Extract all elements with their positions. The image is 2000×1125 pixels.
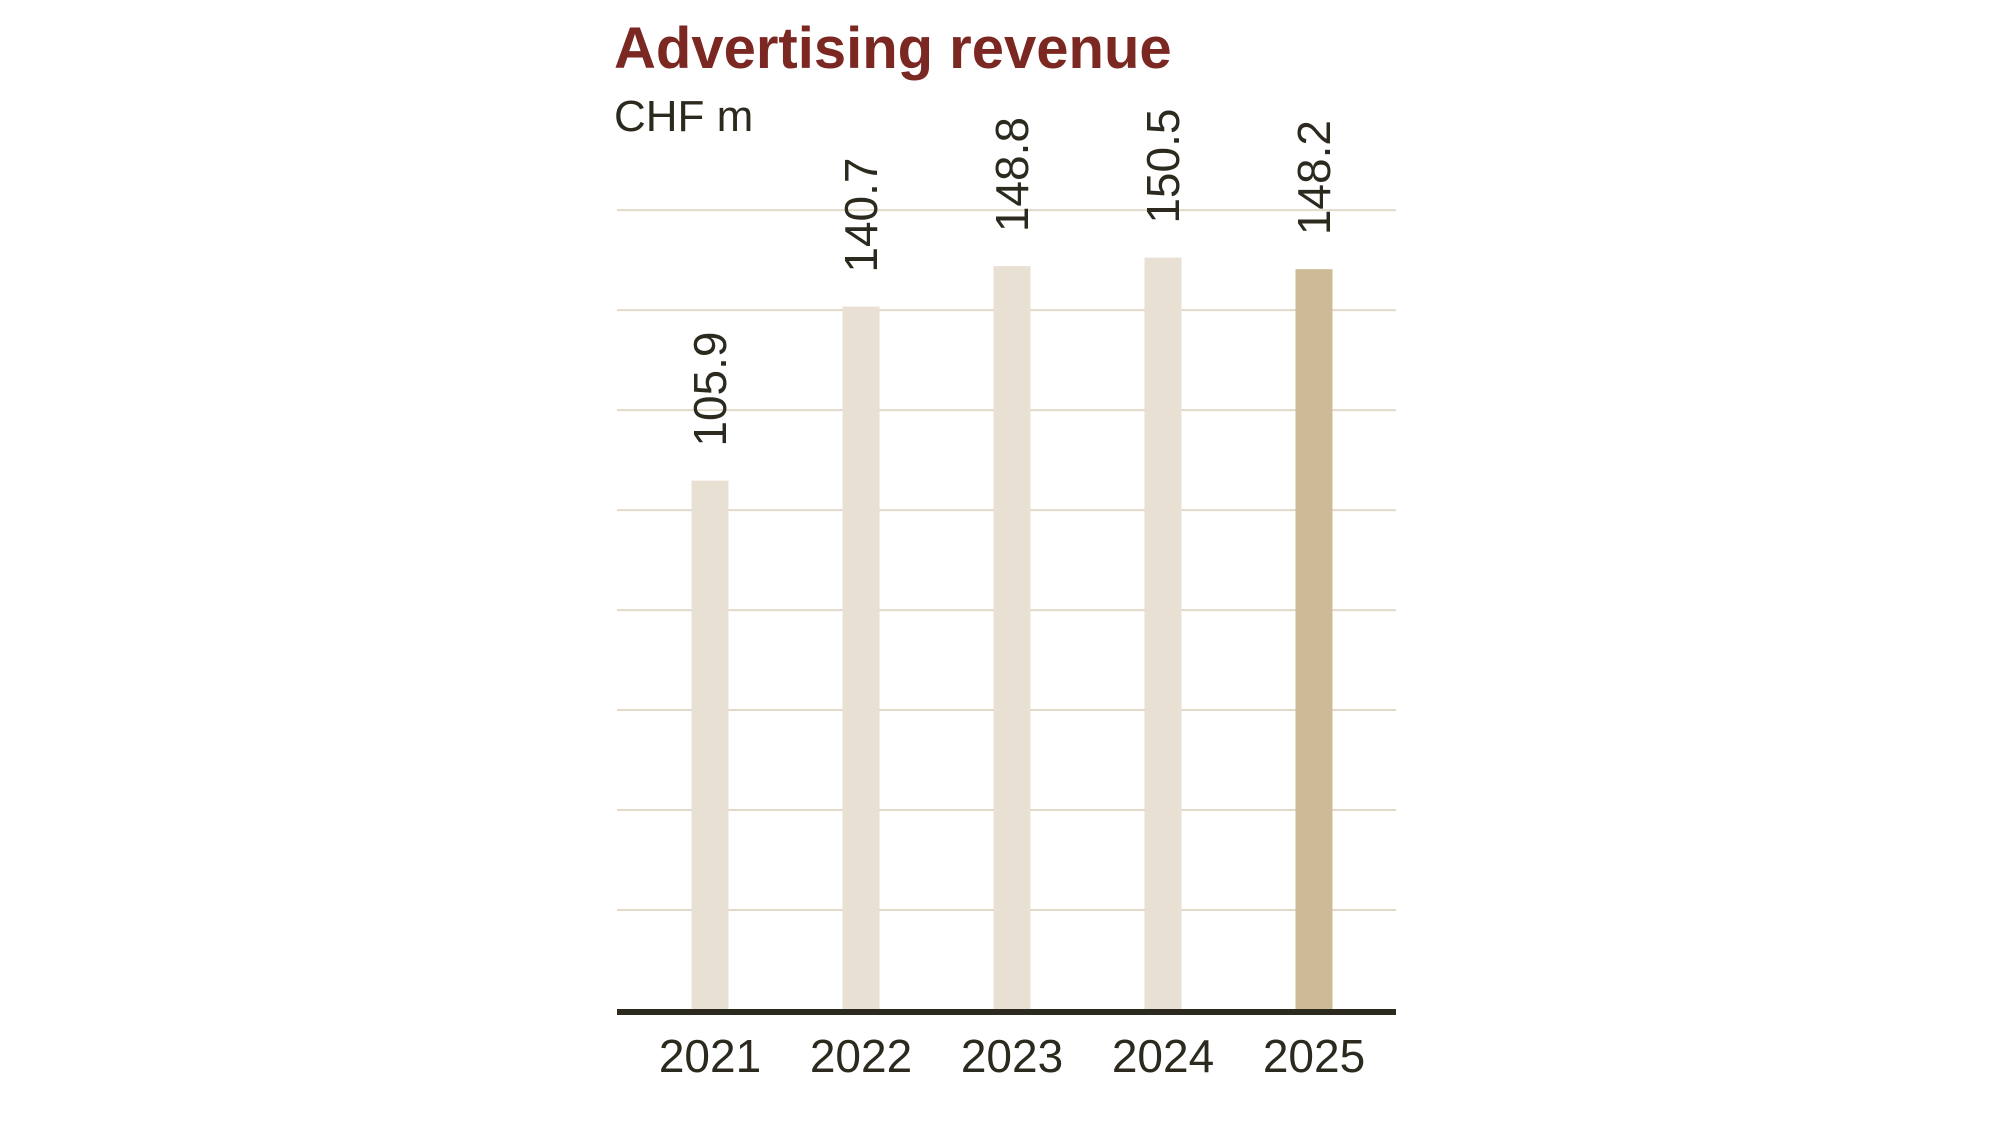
value-label-2023: 148.8 — [986, 117, 1038, 232]
x-tick-label-2021: 2021 — [659, 1030, 761, 1082]
x-tick-label-2025: 2025 — [1263, 1030, 1365, 1082]
bar-2024 — [1144, 257, 1182, 1010]
x-tick-label-2022: 2022 — [810, 1030, 912, 1082]
chart-subtitle-unit: CHF m — [614, 92, 754, 141]
chart-title: Advertising revenue — [614, 16, 1172, 81]
value-labels: 105.9 140.7 148.8 150.5 148.2 — [684, 109, 1340, 447]
value-label-2022: 140.7 — [835, 158, 887, 273]
x-tick-label-2023: 2023 — [961, 1030, 1063, 1082]
value-label-2025: 148.2 — [1288, 120, 1340, 235]
value-label-2021: 105.9 — [684, 331, 736, 446]
bar-2022 — [842, 306, 880, 1010]
x-tick-labels: 2021 2022 2023 2024 2025 — [659, 1030, 1365, 1082]
bars — [691, 257, 1333, 1010]
bar-2023 — [993, 266, 1031, 1010]
bar-2025 — [1295, 269, 1333, 1010]
x-tick-label-2024: 2024 — [1112, 1030, 1214, 1082]
value-label-2024: 150.5 — [1137, 109, 1189, 224]
bar-2021 — [691, 480, 729, 1010]
